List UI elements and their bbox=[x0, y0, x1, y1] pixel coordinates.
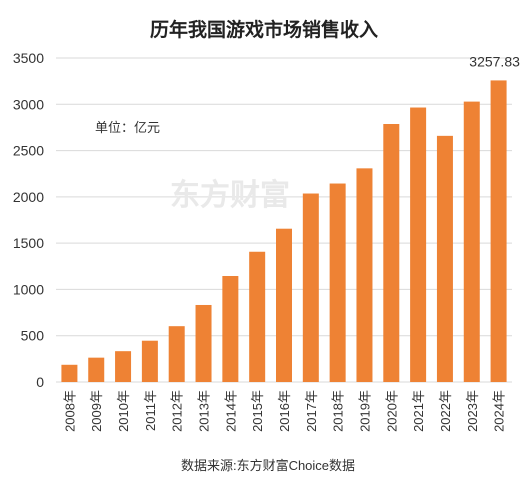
bar bbox=[436, 135, 453, 382]
x-tick-label: 2024年 bbox=[492, 390, 507, 432]
x-tick-label: 2022年 bbox=[438, 390, 453, 432]
x-tick-label: 2015年 bbox=[250, 390, 265, 432]
bar bbox=[276, 228, 292, 382]
x-tick-label: 2016年 bbox=[277, 390, 292, 432]
bar bbox=[410, 107, 427, 383]
bar bbox=[383, 124, 400, 383]
y-tick-label: 1500 bbox=[13, 235, 44, 251]
bar bbox=[141, 340, 158, 382]
x-tick-label: 2018年 bbox=[331, 390, 346, 432]
y-tick-label: 500 bbox=[21, 328, 45, 344]
value-labels: 3257.83 bbox=[469, 53, 520, 69]
y-tick-label: 1000 bbox=[13, 281, 44, 297]
y-tick-label: 3000 bbox=[13, 96, 44, 112]
x-tick-label: 2019年 bbox=[357, 390, 372, 432]
source-note: 数据来源:东方财富Choice数据 bbox=[181, 458, 355, 473]
x-tick-label: 2021年 bbox=[411, 390, 426, 432]
x-tick-label: 2017年 bbox=[304, 390, 319, 432]
x-tick-label: 2014年 bbox=[223, 390, 238, 432]
x-tick-label: 2010年 bbox=[116, 390, 131, 432]
bar bbox=[222, 276, 239, 382]
x-tick-label: 2023年 bbox=[465, 390, 480, 432]
bar bbox=[88, 357, 105, 382]
x-tick-label: 2013年 bbox=[197, 390, 212, 432]
bar bbox=[490, 80, 507, 382]
bar bbox=[249, 251, 266, 382]
bars bbox=[61, 80, 507, 383]
x-tick-label: 2012年 bbox=[170, 390, 185, 432]
bar bbox=[168, 326, 185, 382]
value-label: 3257.83 bbox=[469, 53, 520, 69]
unit-label: 单位：亿元 bbox=[95, 120, 160, 135]
chart-title: 历年我国游戏市场销售收入 bbox=[150, 18, 378, 41]
bar bbox=[463, 101, 480, 383]
bar bbox=[61, 364, 78, 382]
y-tick-label: 3500 bbox=[13, 50, 44, 66]
x-axis-ticks: 2008年 2009年 2010年 2011年 2012年 2013年 2014年 2015年… bbox=[62, 390, 506, 432]
x-tick-label: 2008年 bbox=[62, 390, 77, 432]
watermark: 东方财富 bbox=[170, 178, 290, 212]
x-tick-label: 2020年 bbox=[384, 390, 399, 432]
y-tick-label: 0 bbox=[36, 374, 44, 390]
bar bbox=[115, 351, 132, 382]
bar bbox=[302, 193, 319, 382]
y-axis-ticks: 0 500 1000 1500 2000 2500 3000 3500 bbox=[13, 50, 44, 390]
y-tick-label: 2500 bbox=[13, 143, 44, 159]
y-tick-label: 2000 bbox=[13, 189, 44, 205]
bar bbox=[329, 183, 346, 382]
x-tick-label: 2009年 bbox=[89, 390, 104, 432]
x-tick-label: 2011年 bbox=[143, 390, 158, 431]
bar bbox=[195, 304, 212, 382]
bar bbox=[356, 168, 373, 382]
